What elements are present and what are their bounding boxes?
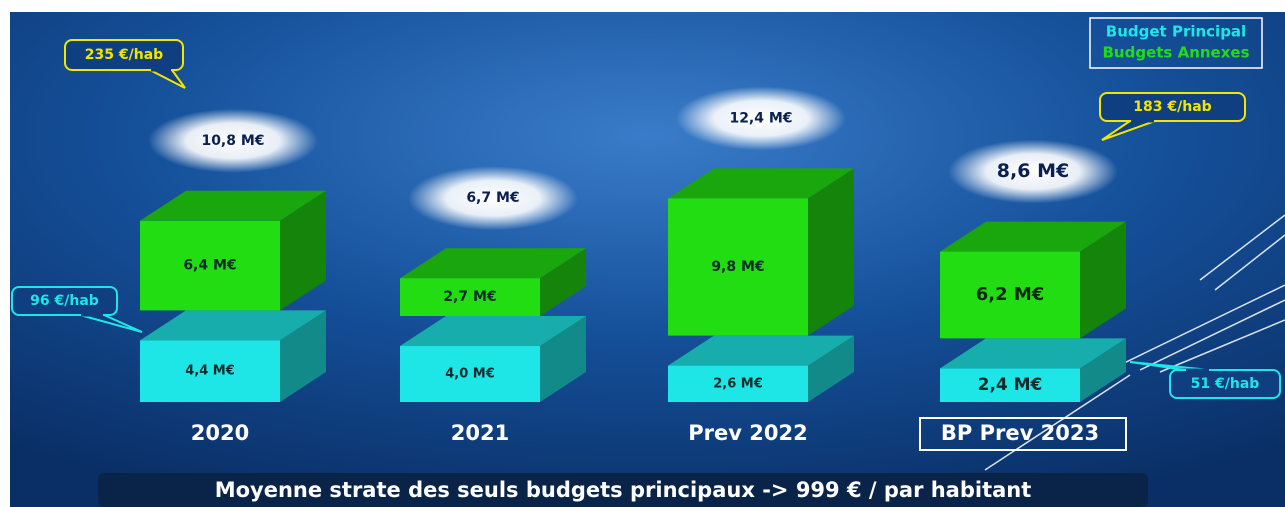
- bar-value-label: 2,4 M€: [978, 375, 1043, 395]
- total-label: 12,4 M€: [729, 110, 792, 126]
- x-tick-label: Prev 2022: [688, 421, 807, 445]
- callout-text: 235 €/hab: [85, 47, 163, 63]
- bar-side: [280, 190, 326, 311]
- callout-text: 51 €/hab: [1191, 376, 1260, 392]
- total-label: 8,6 M€: [997, 160, 1069, 182]
- bar: [668, 198, 808, 336]
- bar-value-label: 6,4 M€: [183, 258, 236, 274]
- bar-value-label: 2,7 M€: [443, 289, 496, 305]
- footer-bar: [98, 473, 1148, 507]
- callout-text: 183 €/hab: [1133, 99, 1211, 115]
- bar-side: [808, 335, 854, 402]
- bar-top: [140, 190, 326, 221]
- bar: [140, 340, 280, 402]
- total-label: 6,7 M€: [466, 190, 519, 206]
- bar-value-label: 2,6 M€: [713, 376, 763, 391]
- bar-top: [400, 316, 586, 346]
- callout-box: [1169, 369, 1281, 399]
- bar-value-label: 4,4 M€: [185, 364, 235, 379]
- decor-lines: [984, 214, 1285, 471]
- bar-top: [140, 310, 326, 341]
- bar: [400, 346, 540, 402]
- legend-label: Budgets Annexes: [1103, 44, 1250, 62]
- x-tick-label: BP Prev 2023: [941, 421, 1099, 445]
- x-tick-label: 2020: [191, 421, 249, 445]
- bar-top: [668, 168, 854, 199]
- bar: [940, 368, 1080, 402]
- bar-side: [540, 316, 586, 402]
- bar-top: [668, 335, 854, 366]
- bar: [140, 220, 280, 311]
- callout-box: [11, 286, 118, 316]
- bar-top: [940, 338, 1126, 369]
- bar-side: [540, 248, 586, 316]
- bar: [940, 251, 1080, 339]
- footer-text: Moyenne strate des seuls budgets princip…: [215, 478, 1032, 502]
- x-tick-label: 2021: [451, 421, 509, 445]
- callout-box: [64, 39, 184, 71]
- bar-top: [400, 248, 586, 279]
- bar-side: [808, 168, 854, 336]
- legend-label: Budget Principal: [1106, 23, 1246, 41]
- bar-side: [1080, 338, 1126, 402]
- bar-value-label: 4,0 M€: [445, 367, 495, 382]
- bar-side: [280, 310, 326, 402]
- callout-box: [1099, 92, 1246, 122]
- bar-top: [940, 221, 1126, 252]
- total-glow: [676, 86, 846, 151]
- bar: [400, 278, 540, 316]
- total-glow: [408, 166, 578, 231]
- legend-box: [1089, 17, 1263, 69]
- callout-text: 96 €/hab: [30, 293, 99, 309]
- bar-value-label: 6,2 M€: [976, 284, 1045, 305]
- total-label: 10,8 M€: [201, 133, 264, 149]
- category-box: [919, 417, 1127, 451]
- total-glow: [948, 139, 1118, 204]
- bar-value-label: 9,8 M€: [711, 259, 764, 275]
- total-glow: [148, 108, 318, 173]
- bar-side: [1080, 221, 1126, 339]
- bar: [668, 365, 808, 402]
